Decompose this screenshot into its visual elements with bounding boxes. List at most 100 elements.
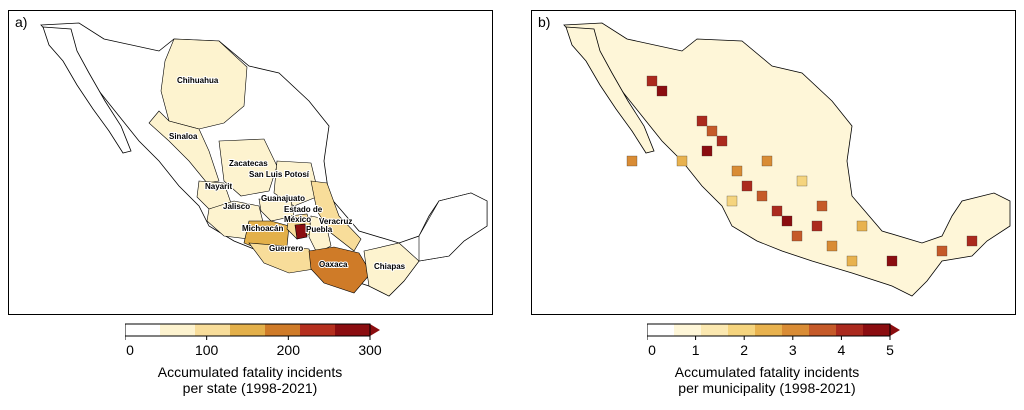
municipality-cell xyxy=(646,75,658,87)
colorbar-b-title: Accumulated fatality incidents per munic… xyxy=(617,364,917,396)
municipality-map xyxy=(563,22,1011,297)
municipality-hotspots xyxy=(626,75,978,267)
colorbar-a-swatch xyxy=(335,324,371,336)
municipality-cell xyxy=(811,220,823,232)
colorbar-a-tick-label: 300 xyxy=(358,342,382,358)
colorbar-a-frame xyxy=(124,323,371,337)
municipality-cell xyxy=(741,180,753,192)
colorbar-b-tick-label: 1 xyxy=(692,342,700,358)
municipality-cell xyxy=(706,125,718,137)
colorbar-b-swatch xyxy=(863,324,891,336)
state-oaxaca xyxy=(308,246,372,294)
colorbar-a-title: Accumulated fatality incidents per state… xyxy=(100,364,400,396)
baja-california-b xyxy=(565,26,655,154)
colorbar-a-title-line2: per state (1998-2021) xyxy=(182,380,318,396)
baja-california xyxy=(42,26,132,154)
municipality-cell xyxy=(726,195,738,207)
colorbar-b-swatch xyxy=(782,324,810,336)
colorbar-a-arrow xyxy=(370,324,380,336)
colorbar-a-swatch xyxy=(160,324,196,336)
colorbar-a-tick-label: 200 xyxy=(277,342,301,358)
colorbar-b-swatch xyxy=(809,324,837,336)
state-guanajuato xyxy=(258,198,295,222)
label-nayarit: Nayarit xyxy=(205,182,232,191)
municipality-cell xyxy=(761,155,773,167)
municipality-cell xyxy=(826,240,838,252)
label-estado-de-mexico-line1: Estado de xyxy=(284,205,323,214)
municipality-cell xyxy=(626,155,638,167)
municipality-cell xyxy=(886,255,898,267)
municipality-cell xyxy=(796,175,808,187)
colorbar-a-tick-label: 0 xyxy=(126,342,134,358)
label-estado-de-mexico: Estado de México xyxy=(284,205,324,224)
colorbar-a-swatch xyxy=(265,324,301,336)
colorbar-b-swatch xyxy=(755,324,783,336)
colorbar-a-swatch xyxy=(125,324,161,336)
colorbar-a-swatch xyxy=(230,324,266,336)
municipality-cell xyxy=(771,205,783,217)
colorbar-b-svg: 0 1 2 3 4 5 xyxy=(646,323,900,358)
state-cdmx xyxy=(294,223,308,240)
colorbar-b-swatch xyxy=(836,324,864,336)
municipality-cell xyxy=(731,165,743,177)
colorbar-a-tick-label: 100 xyxy=(195,342,219,358)
colorbar-b-arrow xyxy=(890,324,900,336)
municipality-cell xyxy=(856,220,868,232)
municipality-cell xyxy=(716,135,728,147)
municipality-cell xyxy=(966,235,978,247)
colorbar-b-tick-label: 5 xyxy=(886,342,894,358)
colorbar-a-svg: 0 100 200 300 xyxy=(124,323,382,358)
label-san-luis-potosi: San Luis Potosí xyxy=(249,170,310,179)
colorbar-b-title-line2: per municipality (1998-2021) xyxy=(678,380,856,396)
label-michoacan: Michoacán xyxy=(242,224,283,233)
state-zacatecas xyxy=(218,138,278,197)
state-map: Chihuahua Sinaloa Zacatecas San Luis Pot… xyxy=(40,22,488,297)
state-chiapas xyxy=(363,242,420,297)
label-guanajuato: Guanajuato xyxy=(261,194,305,203)
colorbar-b-tick-label: 0 xyxy=(648,342,656,358)
map-panel-b: b) xyxy=(531,10,1016,315)
municipality-cell xyxy=(846,255,858,267)
label-jalisco: Jalisco xyxy=(223,202,250,211)
municipality-cell xyxy=(656,85,668,97)
municipality-cell xyxy=(756,190,768,202)
mexico-outline-b xyxy=(563,22,1011,297)
colorbar-b-swatch xyxy=(647,324,675,336)
panel-label-b: b) xyxy=(538,14,551,30)
colorbar-b-tick-label: 3 xyxy=(789,342,797,358)
panel-label-a: a) xyxy=(15,14,28,30)
municipality-cell xyxy=(676,155,688,167)
label-puebla: Puebla xyxy=(306,225,333,234)
label-sinaloa: Sinaloa xyxy=(169,132,198,141)
label-zacatecas: Zacatecas xyxy=(229,159,268,168)
colorbar-b: 0 1 2 3 4 5 xyxy=(646,322,907,367)
colorbar-a-swatch xyxy=(195,324,231,336)
label-estado-de-mexico-line2: México xyxy=(284,215,311,224)
colorbar-b-swatch xyxy=(728,324,756,336)
municipality-cell xyxy=(936,245,948,257)
label-chihuahua: Chihuahua xyxy=(177,76,219,85)
municipality-cell xyxy=(696,115,708,127)
colorbar-b-tick-label: 4 xyxy=(838,342,846,358)
colorbar-a-title-line1: Accumulated fatality incidents xyxy=(157,364,343,380)
municipality-cell xyxy=(816,200,828,212)
colorbar-b-swatch xyxy=(674,324,702,336)
label-oaxaca: Oaxaca xyxy=(319,260,348,269)
municipality-cell xyxy=(701,145,713,157)
colorbar-a: 0 100 200 300 xyxy=(124,322,385,367)
state-chihuahua xyxy=(160,38,248,130)
colorbar-b-tick-label: 2 xyxy=(740,342,748,358)
state-veracruz xyxy=(310,180,362,252)
colorbar-b-title-line1: Accumulated fatality incidents xyxy=(674,364,860,380)
yucatan-peninsula xyxy=(418,192,488,262)
municipality-cell xyxy=(781,215,793,227)
colorbar-b-frame xyxy=(646,323,891,337)
colorbar-a-swatch xyxy=(300,324,336,336)
map-panel-a: a) Chih xyxy=(8,10,493,315)
state-san-luis-potosi xyxy=(273,160,320,207)
label-chiapas: Chiapas xyxy=(374,262,406,271)
label-veracruz: Veracruz xyxy=(319,217,352,226)
municipality-cell xyxy=(791,230,803,242)
colorbar-b-swatch xyxy=(701,324,729,336)
label-guerrero: Guerrero xyxy=(269,244,303,253)
